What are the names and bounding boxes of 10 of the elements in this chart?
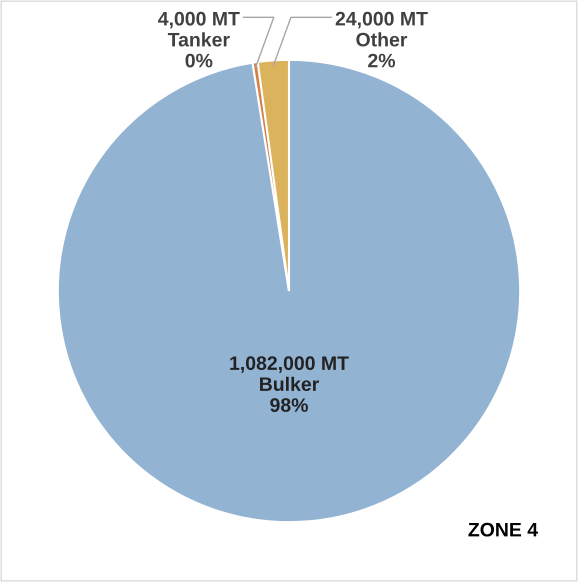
- slice-label: Other: [356, 32, 408, 47]
- data-label: 1,082,000 MT: [230, 356, 349, 373]
- text: 2%: [368, 54, 396, 68]
- text: 98%: [270, 398, 308, 412]
- slice-label: Bulker: [260, 376, 319, 392]
- text: ZONE 4: [468, 522, 538, 537]
- data-label: 24,000 MT: [336, 12, 428, 28]
- data-label: 4,000 MT: [158, 12, 240, 28]
- text: 0%: [186, 54, 212, 68]
- slice-label: Tanker: [168, 32, 230, 47]
